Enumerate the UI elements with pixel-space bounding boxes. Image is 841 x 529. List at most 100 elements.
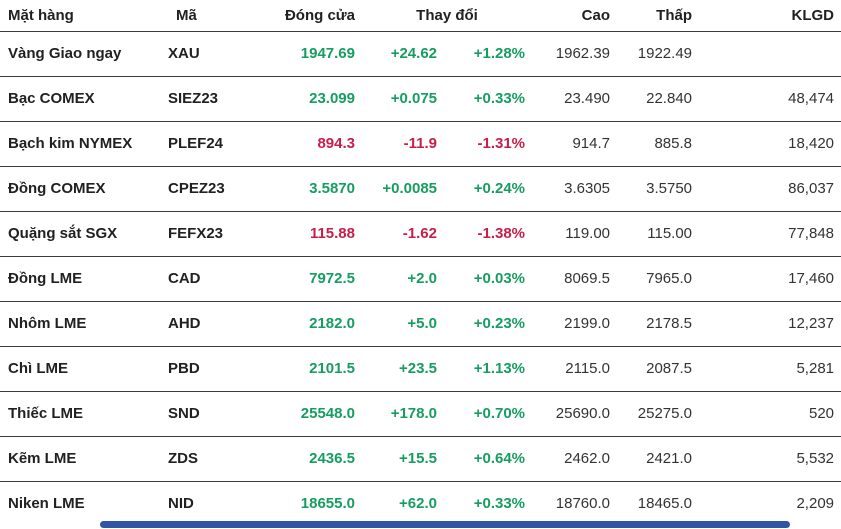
cell-change: +0.0085	[362, 166, 444, 212]
cell-volume: 520	[699, 391, 841, 437]
cell-close: 7972.5	[260, 256, 362, 302]
cell-close: 23.099	[260, 76, 362, 122]
cell-change: +15.5	[362, 436, 444, 482]
cell-low: 2421.0	[617, 436, 700, 482]
cell-low: 25275.0	[617, 391, 700, 437]
table-row: Đồng COMEX CPEZ23 3.5870 +0.0085 +0.24% 3.630…	[0, 166, 841, 212]
cell-high: 119.00	[532, 211, 618, 257]
cell-close: 894.3	[260, 121, 362, 167]
cell-volume: 77,848	[699, 211, 841, 257]
col-header-low: Thấp	[617, 0, 700, 32]
cell-change-pct: +0.64%	[444, 436, 533, 482]
table-row: Quặng sắt SGX FEFX23 115.88 -1.62 -1.38% 119.…	[0, 211, 841, 257]
cell-commodity-name: Chì LME	[0, 346, 168, 392]
cell-change: +62.0	[399, 495, 437, 513]
table-row: Kẽm LME ZDS 2436.5 +15.5 +0.64% 2462.0 2421.0 5…	[0, 436, 841, 482]
cell-commodity-name: Bạch kim NYMEX	[0, 121, 168, 167]
cell-close: 2182.0	[260, 301, 362, 347]
cell-code: PBD	[168, 346, 260, 392]
cell-code: ZDS	[168, 436, 260, 482]
cell-change: -1.62	[362, 211, 444, 257]
col-header-code: Mã	[168, 0, 260, 32]
col-header-volume: KLGD	[699, 0, 841, 32]
cell-code: PLEF24	[168, 121, 260, 167]
table-row: Chì LME PBD 2101.5 +23.5 +1.13% 2115.0 2087.5 5…	[0, 346, 841, 392]
cell-commodity-name: Niken LME	[8, 495, 85, 513]
cell-change-pct: +0.70%	[444, 391, 533, 437]
cell-low: 2087.5	[617, 346, 700, 392]
table-body: Vàng Giao ngay XAU 1947.69 +24.62 +1.28% 1962…	[0, 31, 841, 526]
cell-change-pct: +0.23%	[444, 301, 533, 347]
header-row: Mặt hàng Mã Đóng cửa Thay đổi Cao Thấp K…	[0, 0, 841, 32]
cell-volume: 5,532	[699, 436, 841, 482]
cell-commodity-name: Bạc COMEX	[0, 76, 168, 122]
cell-code: AHD	[168, 301, 260, 347]
cell-volume: 86,037	[699, 166, 841, 212]
cell-low: 115.00	[617, 211, 700, 257]
cell-code: CPEZ23	[168, 166, 260, 212]
cell-high: 914.7	[532, 121, 618, 167]
cell-change: +24.62	[362, 31, 444, 77]
col-header-high: Cao	[532, 0, 618, 32]
cell-close: 1947.69	[260, 31, 362, 77]
cell-volume: 48,474	[699, 76, 841, 122]
cell-change-pct: -1.31%	[444, 121, 533, 167]
cell-high: 1962.39	[532, 31, 618, 77]
cell-commodity-name: Vàng Giao ngay	[0, 31, 168, 77]
cell-change-pct: +0.33%	[444, 76, 533, 122]
cell-code: SIEZ23	[168, 76, 260, 122]
cell-change-pct: -1.38%	[444, 211, 533, 257]
cell-code: NID	[168, 495, 194, 513]
col-header-close: Đóng cửa	[260, 0, 362, 32]
cell-change: +23.5	[362, 346, 444, 392]
table-row: Bạc COMEX SIEZ23 23.099 +0.075 +0.33% 23.490 2…	[0, 76, 841, 122]
cell-low: 1922.49	[617, 31, 700, 77]
col-header-commodity: Mặt hàng	[0, 0, 168, 32]
cell-low: 7965.0	[617, 256, 700, 302]
cell-volume: 17,460	[699, 256, 841, 302]
cell-close: 2101.5	[260, 346, 362, 392]
table-row: Đồng LME CAD 7972.5 +2.0 +0.03% 8069.5 7965.0 1…	[0, 256, 841, 302]
cell-close: 2436.5	[260, 436, 362, 482]
cell-change: +0.075	[362, 76, 444, 122]
cell-change: +2.0	[362, 256, 444, 302]
table-row: Niken LME NID 18655.0 +62.0 +0.33% 18760.0 184…	[0, 481, 841, 526]
cell-close: 18655.0	[300, 495, 355, 513]
cell-commodity-name: Kẽm LME	[0, 436, 168, 482]
cell-close: 115.88	[260, 211, 362, 257]
cell-volume: 12,237	[699, 301, 841, 347]
col-header-change: Thay đổi	[362, 0, 533, 32]
cell-high: 23.490	[532, 76, 618, 122]
cell-high: 18760.0	[555, 495, 611, 513]
cell-commodity-name: Thiếc LME	[0, 391, 168, 437]
cell-code: XAU	[168, 31, 260, 77]
table-row: Thiếc LME SND 25548.0 +178.0 +0.70% 25690.0 25…	[0, 391, 841, 437]
cell-change-pct: +0.24%	[444, 166, 533, 212]
cell-change: +178.0	[362, 391, 444, 437]
cell-low: 2178.5	[617, 301, 700, 347]
cell-change-pct: +1.13%	[444, 346, 533, 392]
cell-volume	[699, 31, 841, 77]
cell-high: 2462.0	[532, 436, 618, 482]
cell-close: 3.5870	[260, 166, 362, 212]
cell-high: 25690.0	[532, 391, 618, 437]
table-row: Vàng Giao ngay XAU 1947.69 +24.62 +1.28% 1962…	[0, 31, 841, 77]
cell-low: 18465.0	[637, 495, 693, 513]
cell-change-pct: +1.28%	[444, 31, 533, 77]
cell-low: 22.840	[617, 76, 700, 122]
cell-volume: 18,420	[699, 121, 841, 167]
cell-close: 25548.0	[260, 391, 362, 437]
cell-volume: 5,281	[699, 346, 841, 392]
cell-code: FEFX23	[168, 211, 260, 257]
cell-change: -11.9	[362, 121, 444, 167]
table-row: Nhôm LME AHD 2182.0 +5.0 +0.23% 2199.0 2178.5 1…	[0, 301, 841, 347]
cell-commodity-name: Đồng COMEX	[0, 166, 168, 212]
cell-high: 2115.0	[532, 346, 618, 392]
cell-code: SND	[168, 391, 260, 437]
cell-high: 3.6305	[532, 166, 618, 212]
cell-high: 8069.5	[532, 256, 618, 302]
horizontal-scrollbar-thumb[interactable]	[100, 521, 790, 528]
cell-commodity-name: Nhôm LME	[0, 301, 168, 347]
